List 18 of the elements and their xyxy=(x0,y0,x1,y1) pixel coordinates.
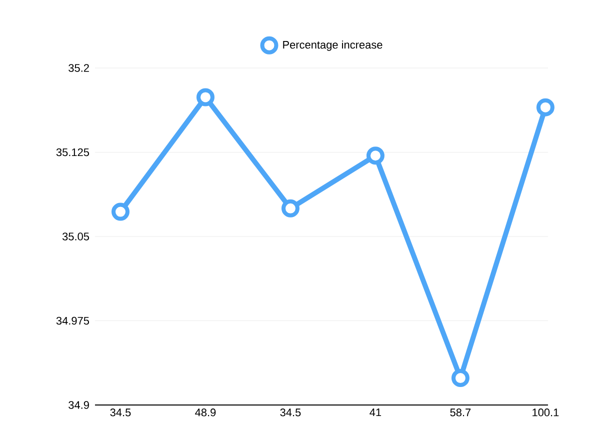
x-tick-label: 41 xyxy=(370,408,382,416)
point xyxy=(366,146,384,165)
y-tick-label: 35.2 xyxy=(68,64,89,72)
y-tick-label: 34.9 xyxy=(68,401,89,409)
point xyxy=(281,199,300,218)
x-tick-label: 48.9 xyxy=(195,408,216,416)
point xyxy=(451,369,470,388)
point xyxy=(112,202,130,221)
x-tick-label: 58.7 xyxy=(450,408,471,416)
legend-label: Percentage increase xyxy=(283,40,382,51)
x-tick-label: 34.5 xyxy=(110,408,131,416)
point xyxy=(196,88,214,106)
x-tick-label: 34.5 xyxy=(280,408,301,416)
y-tick-label: 35.125 xyxy=(56,148,90,156)
y-tick-label: 35.05 xyxy=(62,232,90,240)
y-tick-label: 34.975 xyxy=(56,316,90,325)
x-tick-label: 100.1 xyxy=(532,408,559,416)
point xyxy=(536,98,554,116)
